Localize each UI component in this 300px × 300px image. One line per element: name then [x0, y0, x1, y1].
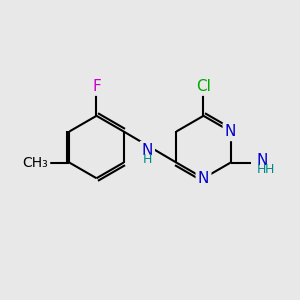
Text: H: H: [257, 163, 266, 176]
Text: N: N: [256, 153, 267, 168]
Text: F: F: [92, 79, 101, 94]
Text: H: H: [265, 163, 274, 176]
Text: H: H: [142, 153, 152, 166]
Text: N: N: [141, 143, 153, 158]
Text: N: N: [198, 171, 209, 186]
Text: N: N: [225, 124, 236, 139]
Text: Cl: Cl: [196, 79, 211, 94]
Text: CH₃: CH₃: [22, 156, 48, 170]
